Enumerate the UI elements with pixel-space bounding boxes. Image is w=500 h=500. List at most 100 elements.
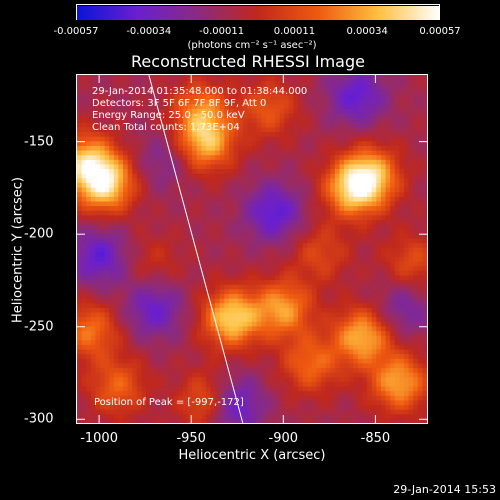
heatmap-cell <box>86 149 92 156</box>
heatmap-cell <box>187 154 193 160</box>
heatmap-cell <box>321 284 327 290</box>
heatmap-cell <box>132 154 138 160</box>
heatmap-cell <box>90 126 97 133</box>
heatmap-cell <box>224 136 230 142</box>
heatmap-cell <box>118 112 124 119</box>
heatmap-cell <box>95 149 101 156</box>
heatmap-cell <box>90 284 97 290</box>
heatmap-cell <box>376 348 382 355</box>
heatmap-cell <box>109 321 115 327</box>
heatmap-cell <box>330 251 336 258</box>
heatmap-cell <box>376 298 382 304</box>
heatmap-cell <box>311 385 318 392</box>
heatmap-cell <box>302 108 308 114</box>
heatmap-cell <box>357 372 364 378</box>
heatmap-cell <box>196 298 202 304</box>
heatmap-cell <box>233 251 239 258</box>
heatmap-cell <box>100 140 106 146</box>
heatmap-cell <box>371 409 377 415</box>
heatmap-cell <box>173 418 179 423</box>
heatmap-cell <box>182 418 189 423</box>
heatmap-cell <box>353 321 359 327</box>
heatmap-cell <box>164 89 170 96</box>
heatmap-cell <box>334 131 341 137</box>
heatmap-cell <box>104 80 110 86</box>
heatmap-cell <box>279 298 285 304</box>
heatmap-cell <box>330 288 336 295</box>
heatmap-cell <box>261 261 267 267</box>
heatmap-cell <box>127 140 133 146</box>
heatmap-cell <box>288 145 295 151</box>
heatmap-cell <box>330 242 336 248</box>
heatmap-cell <box>348 159 354 165</box>
heatmap-cell <box>321 94 327 100</box>
heatmap-cell <box>228 89 235 96</box>
heatmap-cell <box>77 247 83 253</box>
heatmap-cell <box>136 108 143 114</box>
heatmap-cell <box>270 298 276 304</box>
heatmap-cell <box>353 279 359 285</box>
heatmap-cell <box>127 251 133 258</box>
heatmap-cell <box>316 154 322 160</box>
heatmap-cell <box>307 413 313 419</box>
heatmap-cell <box>311 353 318 359</box>
heatmap-cell <box>150 251 156 258</box>
heatmap-cell <box>205 302 212 308</box>
heatmap-cell <box>205 145 212 151</box>
heatmap-cell <box>150 75 156 77</box>
heatmap-cell <box>238 330 244 336</box>
heatmap-cell <box>321 279 327 285</box>
heatmap-cell <box>224 399 230 406</box>
heatmap-cell <box>353 182 359 188</box>
heatmap-cell <box>95 395 101 401</box>
heatmap-cell <box>344 348 350 355</box>
heatmap-cell <box>311 367 318 373</box>
heatmap-cell <box>201 270 207 276</box>
heatmap-cell <box>219 168 225 174</box>
heatmap-cell <box>275 293 281 299</box>
heatmap-cell <box>376 335 382 341</box>
heatmap-cell <box>90 367 97 373</box>
heatmap-cell <box>357 224 364 230</box>
heatmap-cell <box>196 224 202 230</box>
heatmap-cell <box>187 168 193 174</box>
heatmap-cell <box>293 395 299 401</box>
heatmap-cell <box>164 274 170 281</box>
heatmap-cell <box>215 418 221 423</box>
heatmap-cell <box>298 362 304 369</box>
heatmap-cell <box>284 418 290 423</box>
heatmap-cell <box>247 381 253 387</box>
heatmap-cell <box>367 94 373 100</box>
heatmap-cell <box>155 367 161 373</box>
heatmap-cell <box>242 321 248 327</box>
heatmap-cell <box>242 265 248 271</box>
heatmap-cell <box>348 385 354 392</box>
heatmap-cell <box>113 89 120 96</box>
heatmap-cell <box>141 94 147 100</box>
heatmap-cell <box>284 112 290 119</box>
heatmap-cell <box>215 177 221 183</box>
heatmap-cell <box>353 274 359 281</box>
heatmap-cell <box>321 163 327 170</box>
heatmap-cell <box>256 381 262 387</box>
heatmap-cell <box>325 191 331 197</box>
heatmap-cell <box>150 279 156 285</box>
heatmap-cell <box>118 149 124 156</box>
heatmap-cell <box>192 376 198 382</box>
heatmap-cell <box>256 330 262 336</box>
heatmap-cell <box>316 149 322 156</box>
heatmap-cell <box>233 191 239 197</box>
heatmap-cell <box>127 163 133 170</box>
heatmap-cell <box>187 362 193 369</box>
heatmap-cell <box>270 191 276 197</box>
heatmap-cell <box>178 228 184 234</box>
heatmap-cell <box>113 265 120 271</box>
heatmap-cell <box>284 385 290 392</box>
heatmap-cell <box>256 85 262 91</box>
heatmap-cell <box>123 395 129 401</box>
heatmap-cell <box>182 362 189 369</box>
heatmap-cell <box>182 270 189 276</box>
heatmap-cell <box>252 219 258 225</box>
heatmap-cell <box>238 256 244 262</box>
heatmap-cell <box>367 311 373 318</box>
